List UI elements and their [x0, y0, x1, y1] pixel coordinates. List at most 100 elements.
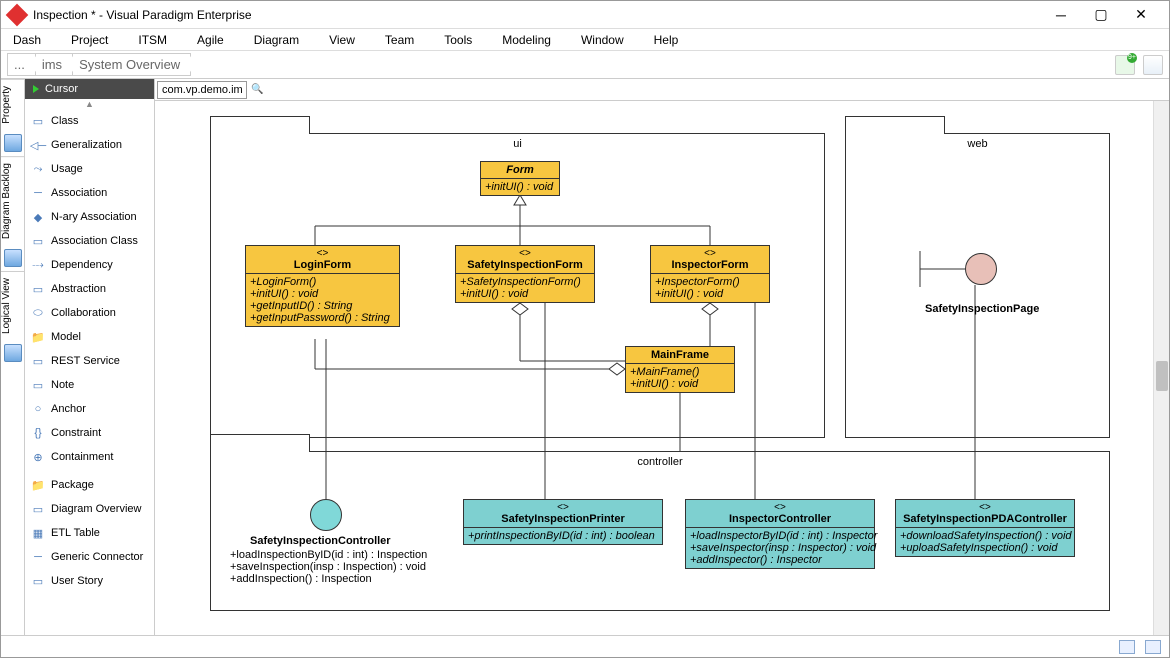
note-icon[interactable] [1145, 640, 1161, 654]
control-safety-inspection-controller[interactable] [310, 499, 342, 531]
search-input[interactable] [157, 81, 247, 99]
palette-note[interactable]: ▭ Note [25, 373, 154, 397]
class-sip[interactable]: <>SafetyInspectionPrinter+printInspectio… [463, 499, 663, 545]
palette-label: Note [51, 379, 74, 391]
palette-icon: ▭ [31, 282, 45, 296]
menu-help[interactable]: Help [650, 31, 683, 49]
palette-label: Dependency [51, 259, 113, 271]
scroll-thumb[interactable] [1156, 361, 1168, 391]
breadcrumb-system-overview[interactable]: System Overview [72, 53, 191, 76]
palette-model[interactable]: 📁Model [25, 325, 154, 349]
palette-label: Generic Connector [51, 551, 143, 563]
share-icon[interactable]: 9+ [1115, 55, 1135, 75]
cursor-tool[interactable]: Cursor [25, 79, 154, 99]
palette-label: Collaboration [51, 307, 116, 319]
palette-etl-table[interactable]: ▦ ETL Table [25, 521, 154, 545]
palette-icon: ▭ [31, 378, 45, 392]
rail-logical-icon[interactable] [4, 344, 22, 362]
mail-icon[interactable] [1119, 640, 1135, 654]
palette-icon: ⤳ [31, 162, 45, 176]
palette-abstraction[interactable]: ▭ Abstraction [25, 277, 154, 301]
palette-collaboration[interactable]: ⬭ Collaboration [25, 301, 154, 325]
palette-label: Abstraction [51, 283, 106, 295]
menu-project[interactable]: Project [67, 31, 112, 49]
diagram-canvas[interactable]: uiwebcontrollerForm+initUI() : void<>Log… [155, 101, 1169, 635]
package-label: controller [637, 456, 682, 468]
class-form[interactable]: Form+initUI() : void [480, 161, 560, 196]
window-title: Inspection * - Visual Paradigm Enterpris… [33, 8, 1041, 22]
palette-package[interactable]: 📁Package [25, 473, 154, 497]
palette-icon: 📁 [31, 478, 45, 492]
palette-n-ary-association[interactable]: ◆N-ary Association [25, 205, 154, 229]
breadcrumb-root[interactable]: ... [7, 53, 36, 76]
class-sif[interactable]: <>SafetyInspectionForm+SafetyInspectionF… [455, 245, 595, 303]
palette-constraint[interactable]: {} Constraint [25, 421, 154, 445]
class-login[interactable]: <>LoginForm+LoginForm()+initUI() : void+… [245, 245, 400, 327]
palette-anchor[interactable]: ○Anchor [25, 397, 154, 421]
titlebar: Inspection * - Visual Paradigm Enterpris… [1, 1, 1169, 29]
minimize-button[interactable]: ─ [1041, 1, 1081, 29]
rail-property-icon[interactable] [4, 134, 22, 152]
menu-agile[interactable]: Agile [193, 31, 228, 49]
palette-containment[interactable]: ⊕Containment [25, 445, 154, 469]
palette-icon: ▭ [31, 502, 45, 516]
menu-view[interactable]: View [325, 31, 359, 49]
menu-modeling[interactable]: Modeling [498, 31, 555, 49]
palette-label: Constraint [51, 427, 101, 439]
palette-generalization[interactable]: ◁─Generalization [25, 133, 154, 157]
panel-icon[interactable] [1143, 55, 1163, 75]
menu-dash[interactable]: Dash [9, 31, 45, 49]
class-pda[interactable]: <>SafetyInspectionPDAController+download… [895, 499, 1075, 557]
palette-association[interactable]: ─Association [25, 181, 154, 205]
tool-palette: Cursor ▲ ▭Class◁─Generalization⤳Usage─As… [25, 79, 155, 635]
package-label: web [967, 138, 987, 150]
menu-tools[interactable]: Tools [440, 31, 476, 49]
palette-label: Usage [51, 163, 83, 175]
cursor-icon [33, 85, 39, 93]
control-ops: +loadInspectionByID(id : int) : Inspecti… [230, 549, 427, 585]
class-insp[interactable]: <>InspectorForm+InspectorForm()+initUI()… [650, 245, 770, 303]
rail-diagram-backlog[interactable]: Diagram Backlog [1, 156, 24, 245]
palette-generic-connector[interactable]: ─Generic Connector [25, 545, 154, 569]
palette-icon: ⊕ [31, 450, 45, 464]
cursor-label: Cursor [45, 83, 78, 95]
rail-property[interactable]: Property [1, 79, 24, 130]
palette-diagram-overview[interactable]: ▭Diagram Overview [25, 497, 154, 521]
left-rail: Property Diagram Backlog Logical View [1, 79, 25, 635]
palette-icon: ▭ [31, 574, 45, 588]
breadcrumb: ... ims System Overview [7, 53, 190, 76]
search-icon[interactable]: 🔍 [251, 84, 263, 95]
maximize-button[interactable]: ▢ [1081, 1, 1121, 29]
palette-label: Generalization [51, 139, 122, 151]
palette-icon: ▦ [31, 526, 45, 540]
menu-window[interactable]: Window [577, 31, 628, 49]
menu-itsm[interactable]: ITSM [134, 31, 171, 49]
palette-icon: ▭ [31, 354, 45, 368]
palette-label: ETL Table [51, 527, 100, 539]
close-button[interactable]: ✕ [1121, 1, 1161, 29]
menu-diagram[interactable]: Diagram [250, 31, 303, 49]
palette-icon: ⤏ [31, 258, 45, 272]
vertical-scrollbar[interactable] [1153, 101, 1169, 635]
class-main[interactable]: MainFrame+MainFrame()+initUI() : void [625, 346, 735, 393]
app-icon [6, 3, 29, 26]
boundary-safety-inspection-page[interactable] [965, 253, 997, 285]
class-ictl[interactable]: <>InspectorController+loadInspectorByID(… [685, 499, 875, 569]
palette-icon: ○ [31, 402, 45, 416]
palette-icon: 📁 [31, 330, 45, 344]
package-web[interactable]: web [845, 133, 1110, 438]
rail-logical-view[interactable]: Logical View [1, 271, 24, 340]
rail-backlog-icon[interactable] [4, 249, 22, 267]
palette-dependency[interactable]: ⤏ Dependency [25, 253, 154, 277]
palette-icon: ⬭ [31, 306, 45, 320]
palette-usage[interactable]: ⤳ Usage [25, 157, 154, 181]
palette-label: Association Class [51, 235, 138, 247]
palette-label: Association [51, 187, 107, 199]
palette-user-story[interactable]: ▭User Story [25, 569, 154, 593]
palette-icon: {} [31, 426, 45, 440]
palette-association-class[interactable]: ▭Association Class [25, 229, 154, 253]
palette-class[interactable]: ▭Class [25, 109, 154, 133]
statusbar [1, 635, 1169, 657]
palette-rest-service[interactable]: ▭REST Service [25, 349, 154, 373]
menu-team[interactable]: Team [381, 31, 418, 49]
